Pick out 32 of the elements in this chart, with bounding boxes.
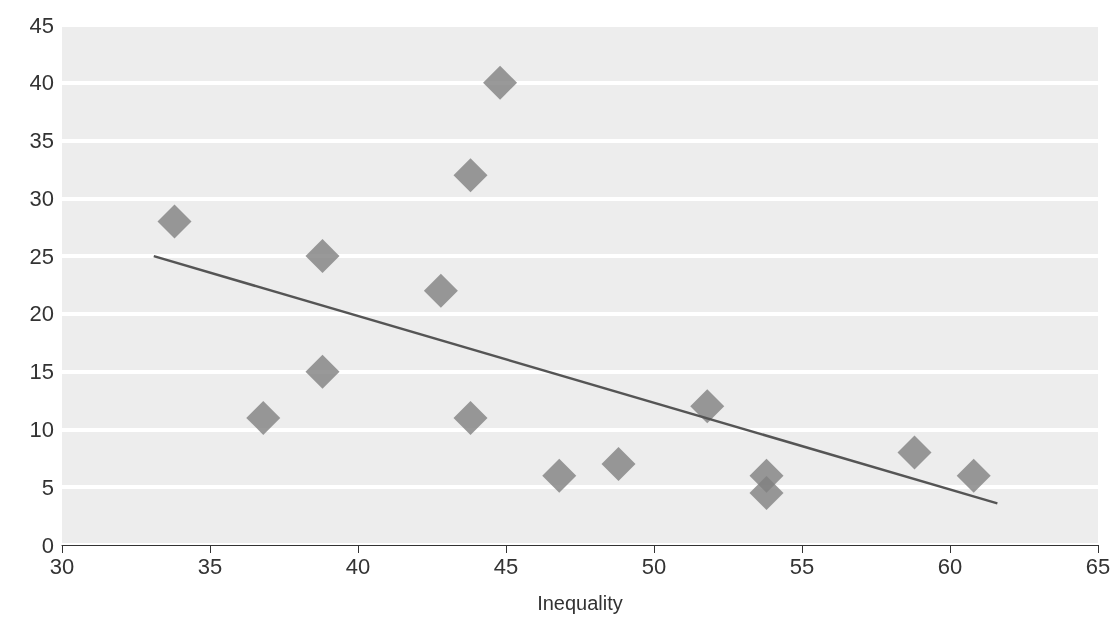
y-tick-label: 30: [29, 185, 54, 211]
x-axis-title: Inequality: [537, 592, 623, 614]
x-tick-label: 45: [493, 553, 519, 579]
point: [453, 400, 488, 435]
x-tick-label: 35: [197, 553, 223, 579]
y-tick-label: 25: [29, 243, 54, 269]
x-tick-label: 40: [345, 553, 371, 579]
point: [157, 204, 192, 239]
point: [897, 435, 932, 470]
y-tick-label: 20: [29, 301, 54, 327]
y-tick-label: 40: [29, 70, 54, 96]
x-tick-label: 65: [1085, 553, 1111, 579]
y-tick-label: 45: [29, 12, 54, 38]
y-tick-label: 35: [29, 128, 54, 154]
point: [423, 273, 458, 308]
x-tick-label: 50: [641, 553, 667, 579]
point: [601, 447, 636, 482]
point: [690, 389, 725, 424]
y-tick-label: 0: [41, 532, 54, 558]
point: [483, 65, 518, 100]
point: [246, 400, 281, 435]
point: [956, 458, 991, 493]
y-tick-label: 10: [29, 416, 54, 442]
point: [542, 458, 577, 493]
x-tick-label: 55: [789, 553, 815, 579]
y-tick-label: 5: [41, 474, 54, 500]
x-tick-label: 60: [937, 553, 963, 579]
point: [453, 158, 488, 193]
point: [749, 476, 784, 510]
y-tick-label: 15: [29, 359, 54, 385]
point: [305, 239, 340, 274]
point: [305, 354, 340, 389]
